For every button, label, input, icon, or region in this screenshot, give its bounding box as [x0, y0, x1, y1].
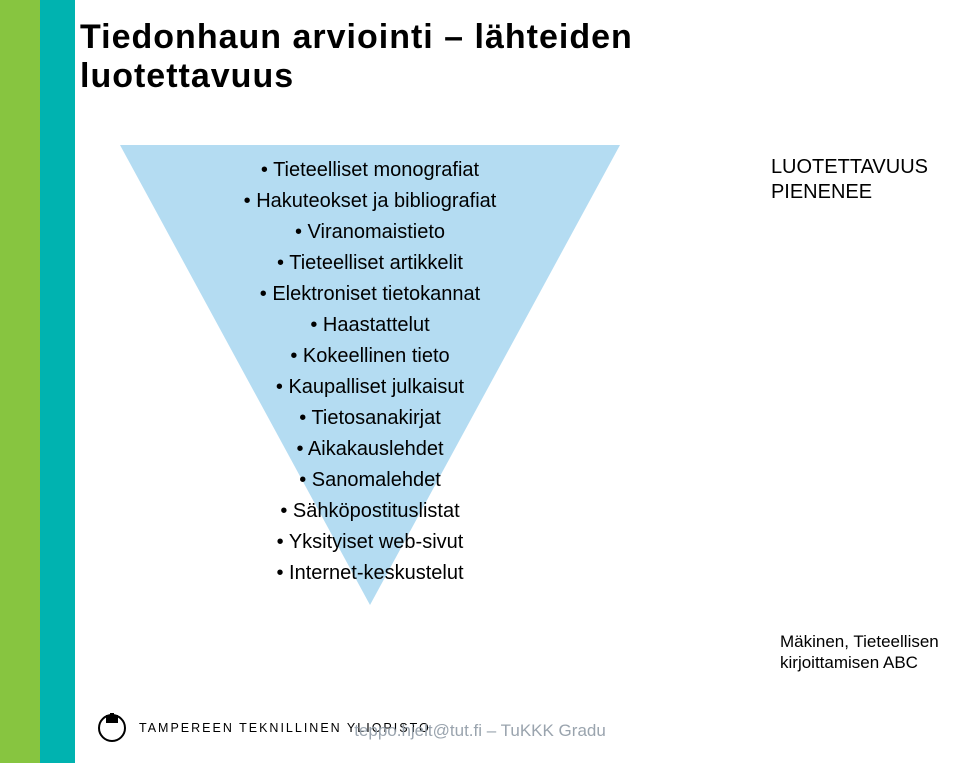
source-item: Elektroniset tietokannat	[120, 279, 620, 310]
title-line-2: luotettavuus	[80, 57, 294, 95]
source-item: Hakuteokset ja bibliografiat	[120, 186, 620, 217]
accent-bar-teal	[40, 0, 75, 763]
annot-top-line2: PIENENEE	[771, 181, 872, 203]
source-item: Haastattelut	[120, 310, 620, 341]
slide-footer: TAMPEREEN TEKNILLINEN YLIOPISTO teppo.hj…	[0, 703, 960, 763]
source-item: Sähköpostituslistat	[120, 496, 620, 527]
reliability-annotation: LUOTETTAVUUS PIENENEE	[771, 155, 928, 205]
source-item: Aikakauslehdet	[120, 434, 620, 465]
source-item: Yksityiset web-sivut	[120, 527, 620, 558]
title-line-1: Tiedonhaun arviointi – lähteiden	[80, 18, 633, 56]
source-item: Tietosanakirjat	[120, 403, 620, 434]
source-item: Viranomaistieto	[120, 217, 620, 248]
sources-list: Tieteelliset monografiatHakuteokset ja b…	[120, 155, 620, 589]
source-item: Tieteelliset artikkelit	[120, 248, 620, 279]
slide: Tiedonhaun arviointi – lähteiden luotett…	[0, 0, 960, 763]
annot-top-line1: LUOTETTAVUUS	[771, 156, 928, 178]
left-accent-bars	[0, 0, 75, 763]
source-item: Internet-keskustelut	[120, 558, 620, 589]
slide-title: Tiedonhaun arviointi – lähteiden luotett…	[80, 18, 633, 96]
source-item: Tieteelliset monografiat	[120, 155, 620, 186]
annot-bot-line2: kirjoittamisen ABC	[780, 653, 918, 672]
source-item: Kaupalliset julkaisut	[120, 372, 620, 403]
source-item: Sanomalehdet	[120, 465, 620, 496]
accent-bar-green	[0, 0, 40, 763]
citation-annotation: Mäkinen, Tieteellisen kirjoittamisen ABC	[780, 631, 960, 674]
source-item: Kokeellinen tieto	[120, 341, 620, 372]
logo-mark-icon	[95, 711, 129, 745]
annot-bot-line1: Mäkinen, Tieteellisen	[780, 632, 939, 651]
triangle-diagram: Tieteelliset monografiatHakuteokset ja b…	[120, 145, 620, 605]
sources-ul: Tieteelliset monografiatHakuteokset ja b…	[120, 155, 620, 589]
footer-center-text: teppo.hjelt@tut.fi – TuKKK Gradu	[354, 721, 606, 741]
